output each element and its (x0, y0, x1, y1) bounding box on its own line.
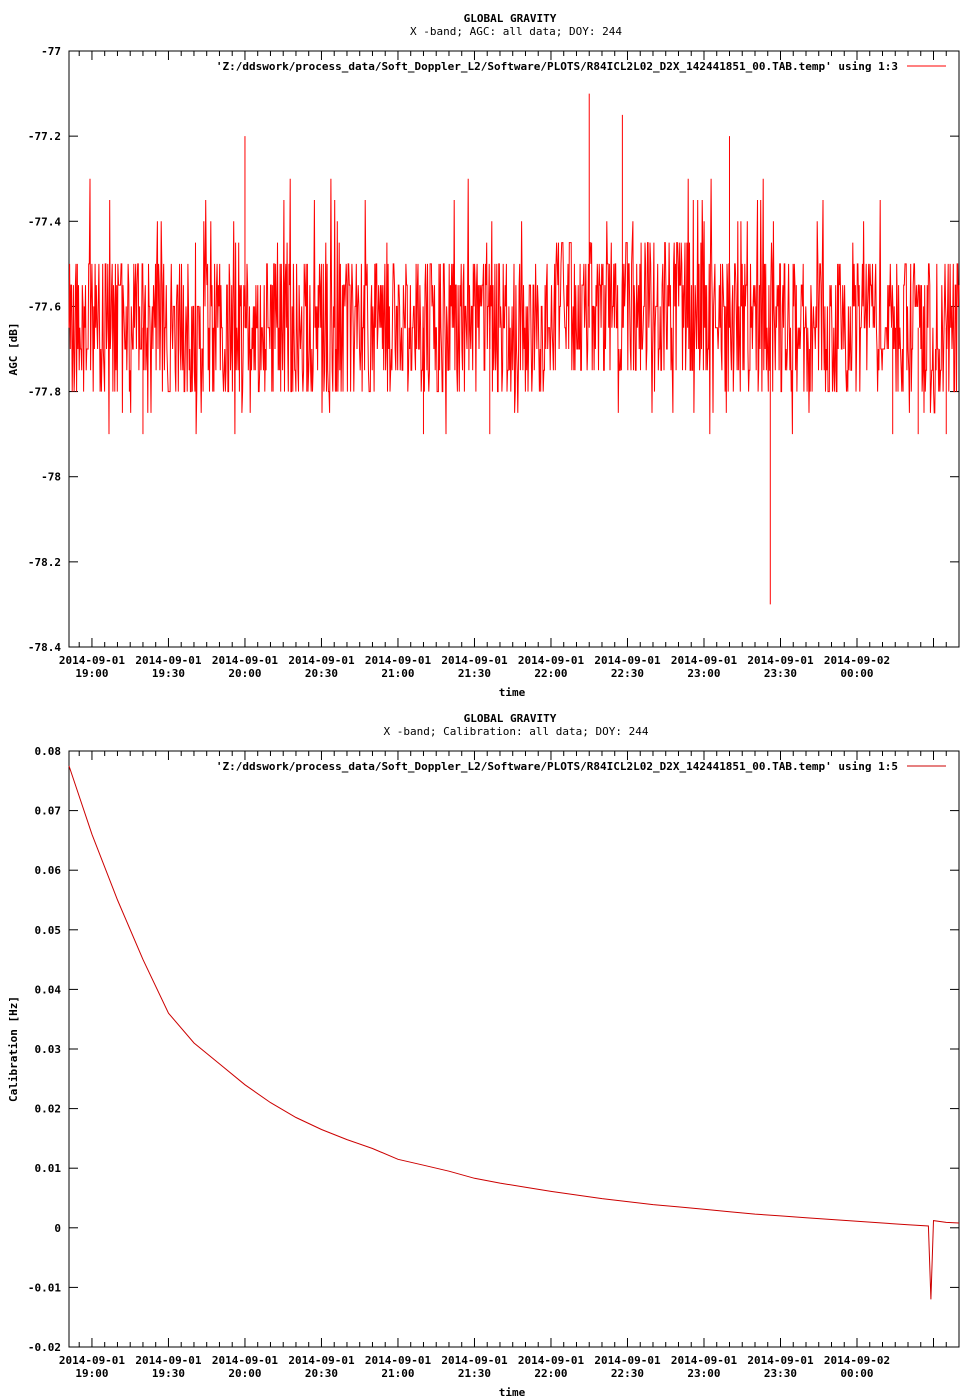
calibration-y-tick-label: 0.03 (35, 1043, 62, 1056)
agc-x-tick-time: 20:00 (228, 667, 261, 680)
calibration-y-tick-label: 0.02 (35, 1103, 62, 1116)
agc-x-tick-date: 2014-09-02 (824, 654, 890, 667)
agc-y-axis-label: AGC [dB] (7, 323, 20, 376)
agc-plot-frame (68, 50, 960, 648)
calibration-x-tick-date: 2014-09-01 (59, 1354, 126, 1367)
agc-x-tick-time: 19:00 (75, 667, 108, 680)
calibration-x-tick-time: 21:00 (381, 1367, 414, 1380)
agc-y-tick-label: -78.2 (28, 556, 61, 569)
calibration-x-tick-date: 2014-09-01 (747, 1354, 814, 1367)
calibration-x-tick-date: 2014-09-01 (518, 1354, 585, 1367)
calibration-x-tick-date: 2014-09-01 (671, 1354, 738, 1367)
agc-chart: GLOBAL GRAVITY X -band; AGC: all data; D… (7, 12, 960, 699)
agc-x-tick-date: 2014-09-01 (747, 654, 814, 667)
calibration-x-tick-time: 19:30 (152, 1367, 185, 1380)
agc-x-tick-time: 20:30 (305, 667, 338, 680)
calibration-x-axis-label: time (499, 1386, 526, 1399)
calibration-y-tick-label: 0.06 (35, 864, 62, 877)
agc-x-ticks: 2014-09-0119:002014-09-0119:302014-09-01… (59, 51, 960, 680)
calibration-x-tick-time: 21:30 (458, 1367, 491, 1380)
agc-x-tick-date: 2014-09-01 (135, 654, 202, 667)
calibration-x-tick-date: 2014-09-01 (288, 1354, 355, 1367)
agc-x-tick-time: 00:00 (840, 667, 873, 680)
calibration-y-axis-label: Calibration [Hz] (7, 996, 20, 1102)
agc-y-tick-label: -77.4 (28, 215, 61, 228)
agc-y-tick-label: -77 (41, 45, 61, 58)
agc-y-tick-label: -77.6 (28, 300, 61, 313)
calibration-legend-label: 'Z:/ddswork/process_data/Soft_Doppler_L2… (216, 760, 898, 773)
calibration-y-tick-label: -0.02 (28, 1341, 61, 1354)
agc-x-tick-date: 2014-09-01 (594, 654, 661, 667)
agc-chart-title: GLOBAL GRAVITY (464, 12, 557, 25)
calibration-y-ticks: 0.08 0.07 0.06 0.05 0.04 0.03 0.02 0.01 0 -0.01 -0… (28, 745, 959, 1354)
agc-chart-subtitle: X -band; AGC: all data; DOY: 244 (410, 25, 622, 38)
agc-y-tick-label: -77.8 (28, 386, 61, 399)
calibration-y-tick-label: -0.01 (28, 1281, 61, 1294)
calibration-x-tick-date: 2014-09-01 (365, 1354, 432, 1367)
calibration-chart-title: GLOBAL GRAVITY (464, 712, 557, 725)
agc-x-tick-time: 21:00 (381, 667, 414, 680)
calibration-y-tick-label: 0.01 (35, 1162, 62, 1175)
calibration-series-line (68, 765, 960, 1300)
calibration-chart: GLOBAL GRAVITY X -band; Calibration: all… (7, 712, 960, 1399)
calibration-x-tick-time: 20:00 (228, 1367, 261, 1380)
calibration-x-tick-time: 00:00 (840, 1367, 873, 1380)
calibration-x-ticks: 2014-09-0119:002014-09-0119:302014-09-01… (59, 751, 960, 1380)
agc-series (68, 93, 960, 605)
agc-y-tick-label: -78 (41, 471, 61, 484)
calibration-x-tick-date: 2014-09-01 (135, 1354, 202, 1367)
calibration-x-tick-time: 19:00 (75, 1367, 108, 1380)
agc-x-tick-date: 2014-09-01 (59, 654, 126, 667)
calibration-y-tick-label: 0.04 (35, 983, 62, 996)
calibration-x-tick-date: 2014-09-01 (441, 1354, 508, 1367)
agc-x-tick-date: 2014-09-01 (441, 654, 508, 667)
agc-y-tick-label: -78.4 (28, 641, 61, 654)
calibration-x-tick-date: 2014-09-01 (594, 1354, 661, 1367)
agc-x-tick-time: 19:30 (152, 667, 185, 680)
agc-x-tick-date: 2014-09-01 (671, 654, 738, 667)
calibration-x-tick-time: 23:30 (764, 1367, 797, 1380)
agc-x-tick-time: 22:00 (534, 667, 567, 680)
calibration-y-tick-label: 0.08 (35, 745, 62, 758)
calibration-y-tick-label: 0.07 (35, 805, 62, 818)
agc-y-tick-label: -77.2 (28, 130, 61, 143)
calibration-y-tick-label: 0 (54, 1222, 61, 1235)
calibration-x-tick-time: 22:30 (611, 1367, 644, 1380)
calibration-y-tick-label: 0.05 (35, 924, 62, 937)
agc-x-tick-date: 2014-09-01 (518, 654, 585, 667)
agc-x-axis-label: time (499, 686, 526, 699)
agc-x-tick-date: 2014-09-01 (212, 654, 279, 667)
calibration-x-tick-date: 2014-09-02 (824, 1354, 890, 1367)
calibration-x-tick-date: 2014-09-01 (212, 1354, 279, 1367)
agc-x-tick-time: 22:30 (611, 667, 644, 680)
agc-x-tick-time: 23:00 (687, 667, 720, 680)
calibration-x-tick-time: 20:30 (305, 1367, 338, 1380)
calibration-x-tick-time: 22:00 (534, 1367, 567, 1380)
calibration-chart-subtitle: X -band; Calibration: all data; DOY: 244 (384, 725, 649, 738)
agc-legend-label: 'Z:/ddswork/process_data/Soft_Doppler_L2… (216, 60, 898, 73)
agc-x-tick-date: 2014-09-01 (365, 654, 432, 667)
agc-x-tick-time: 21:30 (458, 667, 491, 680)
agc-series-line (68, 178, 960, 435)
agc-x-tick-time: 23:30 (764, 667, 797, 680)
calibration-x-tick-time: 23:00 (687, 1367, 720, 1380)
calibration-series (68, 765, 960, 1300)
agc-x-tick-date: 2014-09-01 (288, 654, 355, 667)
